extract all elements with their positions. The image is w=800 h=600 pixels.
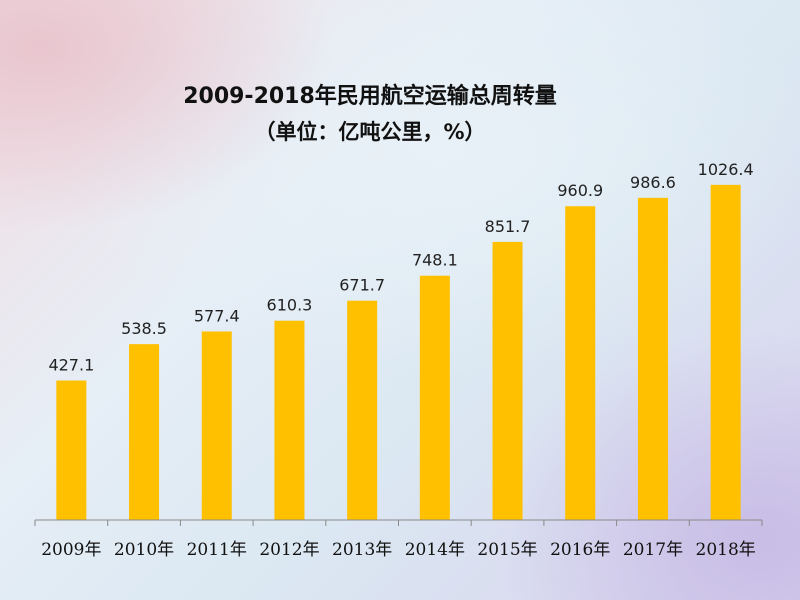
value-label: 671.7 [339,276,385,295]
bar-2012年 [274,320,305,520]
x-ticks-group [34,520,763,526]
value-label: 986.6 [630,173,676,192]
value-label: 1026.4 [698,160,754,179]
value-label: 538.5 [121,319,167,338]
value-label: 610.3 [267,296,313,315]
x-tick-label: 2017年 [623,540,683,560]
bars-group [56,184,741,521]
value-label: 427.1 [48,356,94,375]
bar-2009年 [56,380,87,520]
bar-2010年 [129,344,160,520]
x-tick-label: 2018年 [696,540,756,560]
x-tick-label: 2015年 [477,540,537,560]
bar-2011年 [201,331,232,520]
x-tick-label: 2013年 [332,540,392,560]
bar-2017年 [637,197,668,520]
bar-2016年 [565,206,596,520]
chart-title: 2009-2018年民用航空运输总周转量 [183,84,557,109]
x-tick-label: 2012年 [259,540,319,560]
bar-2018年 [710,184,741,520]
value-label: 748.1 [412,251,458,270]
bar-2014年 [419,275,450,520]
value-label: 577.4 [194,306,240,325]
x-tick-label: 2009年 [41,540,101,560]
x-tick-label: 2011年 [187,540,247,560]
x-labels-group: 2009年 2010年 2011年 2012年 2013年 2014年 2015年 2016年… [41,540,756,560]
bar-2015年 [492,241,523,521]
value-labels-group: 427.1 538.5 577.4 610.3 671.7 748.1 851.7 960.9… [48,160,753,375]
value-label: 851.7 [485,217,531,236]
bar-2013年 [347,300,378,520]
chart-subtitle: （单位：亿吨公里，%） [254,120,486,144]
x-tick-label: 2016年 [550,540,610,560]
x-tick-label: 2010年 [114,540,174,560]
x-tick-label: 2014年 [405,540,465,560]
value-label: 960.9 [557,181,603,200]
